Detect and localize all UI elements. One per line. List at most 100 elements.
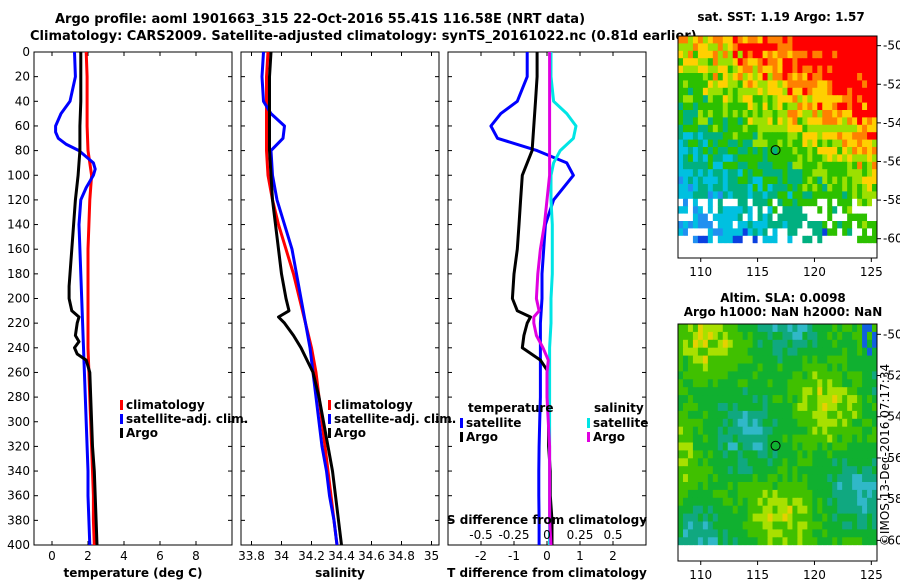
map-cell [872, 395, 878, 404]
map-cell [762, 110, 769, 118]
map-cell [777, 102, 783, 111]
map-cell [842, 387, 848, 396]
map-cell [757, 154, 764, 163]
map-cell [687, 537, 694, 546]
x-tick-label: 33.8 [238, 549, 265, 563]
map-cell [777, 110, 783, 118]
map-cell [727, 497, 734, 507]
map-cell [807, 191, 813, 200]
map-cell [702, 213, 709, 222]
map-cell [717, 466, 724, 475]
map-cell [727, 124, 734, 133]
map-cell [737, 497, 744, 507]
map-cell [687, 43, 694, 52]
map-cell [747, 36, 754, 44]
map-cell [682, 521, 689, 530]
map-cell [867, 466, 873, 475]
map-cell [772, 43, 778, 52]
map-cell [727, 513, 734, 522]
map-cell [837, 355, 843, 364]
map-cell [747, 206, 754, 215]
map-cell [852, 243, 858, 252]
panel-frame-temperature [33, 51, 233, 546]
map-cell [737, 418, 744, 428]
map-cell [732, 489, 739, 499]
map-cell [802, 43, 808, 52]
map-cell [857, 243, 863, 252]
map-cell [862, 458, 868, 467]
map-cell [872, 442, 878, 451]
map-cell [787, 87, 793, 96]
map-cell [807, 505, 813, 515]
map-cell [687, 198, 694, 207]
map-cell [752, 154, 759, 163]
map-cell [682, 553, 689, 562]
map-cell [797, 387, 803, 396]
map-cell [802, 221, 808, 229]
map-cell [802, 482, 808, 491]
map-cell [837, 43, 843, 52]
map-cell [817, 529, 823, 538]
map-cell [777, 489, 783, 499]
map-cell [707, 410, 714, 420]
map-cell [777, 395, 783, 404]
map-cell [712, 410, 719, 420]
map-cell [697, 58, 704, 67]
map-cell [682, 102, 689, 111]
map-cell [852, 553, 858, 562]
map-cell [692, 213, 699, 222]
map-cell [732, 132, 739, 141]
map-cell [682, 124, 689, 133]
map-cell [727, 458, 734, 467]
map-cell [692, 132, 699, 141]
map-cell [697, 87, 704, 96]
map-cell [717, 235, 724, 244]
map-cell [727, 213, 734, 222]
map-cell [727, 489, 734, 499]
map-cell [682, 426, 689, 436]
map-cell [817, 505, 823, 515]
map-cell [767, 43, 774, 52]
map-cell [727, 474, 734, 483]
map-cell [727, 363, 734, 372]
map-cell [712, 228, 719, 237]
map-cell [682, 87, 689, 96]
map-cell [817, 176, 823, 185]
map-cell [722, 442, 729, 451]
map-cell [727, 403, 734, 412]
map-cell [867, 474, 873, 483]
map-cell [757, 36, 764, 44]
map-cell [792, 65, 798, 74]
map-cell [827, 154, 833, 163]
map-cell [742, 379, 749, 388]
map-cell [737, 450, 744, 459]
legend-label: climatology [334, 398, 413, 412]
map-cell [777, 213, 783, 222]
map-cell [797, 198, 803, 207]
map-cell [792, 36, 798, 44]
map-cell [867, 545, 873, 554]
map-cell [832, 379, 838, 388]
map-cell [692, 124, 699, 133]
map-cell [807, 213, 813, 222]
map-cell [717, 371, 724, 380]
x-axis-label: temperature (deg C) [64, 566, 203, 580]
map-cell [767, 489, 774, 499]
legend-title: temperature [468, 401, 553, 415]
map-cell [842, 347, 848, 357]
map-cell [852, 95, 858, 104]
map-cell [712, 450, 719, 459]
map-cell [697, 124, 704, 133]
map-cell [782, 65, 788, 74]
map-cell [857, 458, 863, 467]
map-cell [837, 331, 843, 341]
map-cell [747, 379, 754, 388]
map-cell [787, 347, 793, 357]
map-cell [687, 110, 694, 118]
map-cell [852, 184, 858, 192]
map-cell [822, 529, 828, 538]
map-cell [867, 355, 873, 364]
map-cell [678, 529, 684, 538]
map-cell [802, 450, 808, 459]
map-cell [812, 537, 818, 546]
